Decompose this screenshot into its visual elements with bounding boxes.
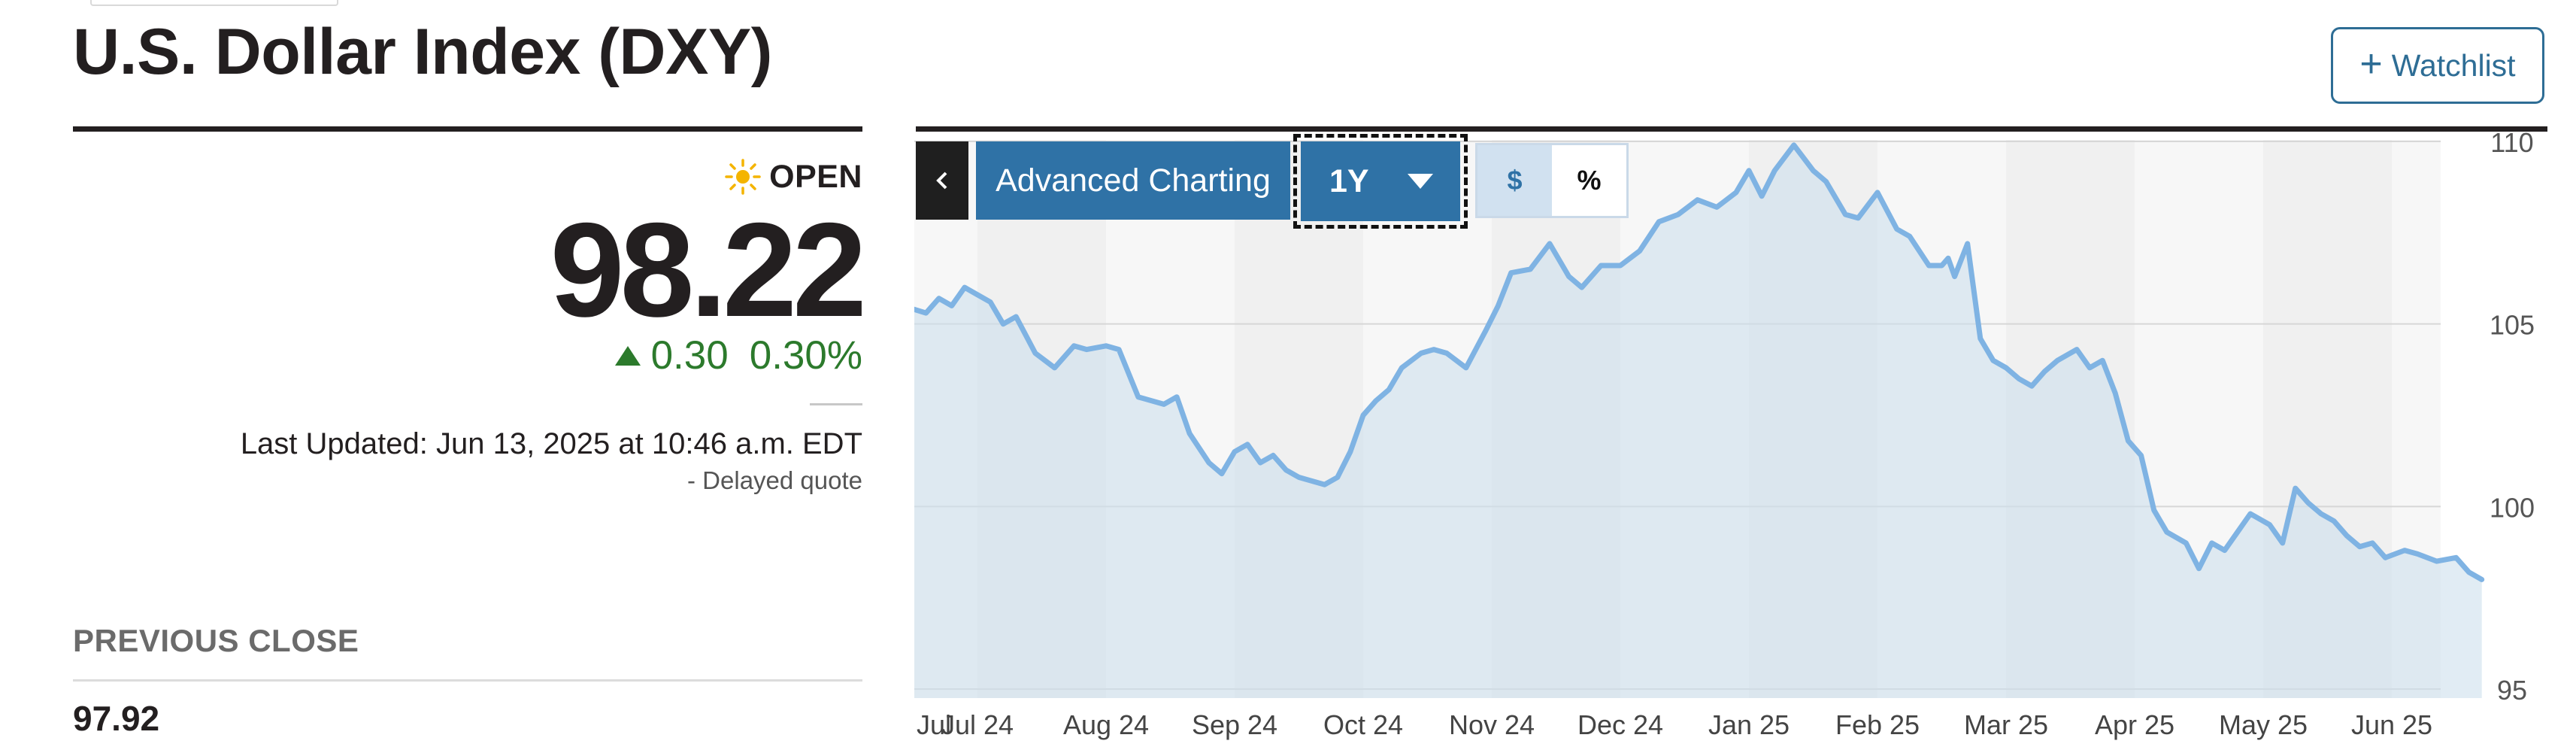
collapse-toolbar-button[interactable]: [916, 141, 968, 220]
change-divider: [810, 403, 862, 405]
status-label: OPEN: [769, 158, 862, 195]
quote-divider: [73, 126, 862, 132]
x-tick-label: Dec 24: [1577, 709, 1663, 740]
previous-close-value: 97.92: [73, 699, 160, 738]
price-change: 0.30 0.30%: [614, 332, 862, 378]
caret-down-icon: [1408, 174, 1433, 189]
time-range-select[interactable]: 1Y: [1293, 134, 1468, 229]
x-tick-label: Mar 25: [1964, 709, 2048, 740]
add-to-watchlist-button[interactable]: + Watchlist: [2331, 27, 2544, 104]
time-range-value: 1Y: [1329, 162, 1369, 199]
x-tick-label: Apr 25: [2095, 709, 2174, 740]
x-tick-label: Aug 24: [1063, 709, 1149, 740]
last-updated: Last Updated: Jun 13, 2025 at 10:46 a.m.…: [240, 427, 862, 460]
plus-icon: +: [2359, 42, 2383, 86]
market-status: OPEN: [724, 158, 862, 196]
previous-close-divider: [73, 679, 862, 682]
watchlist-label: Watchlist: [2391, 47, 2516, 83]
change-percent: 0.30%: [749, 333, 862, 378]
x-tick-label: Nov 24: [1449, 709, 1535, 740]
dollar-mode-button[interactable]: $: [1477, 145, 1552, 216]
value-mode-toggle: $ %: [1475, 143, 1629, 218]
series-area: [914, 144, 2482, 698]
x-tick-label: Jan 25: [1708, 709, 1790, 740]
chart-divider: [916, 126, 2547, 132]
delayed-quote-note: - Delayed quote: [687, 466, 862, 494]
x-tick-label: Jul 24: [941, 709, 1014, 740]
change-value: 0.30: [650, 333, 729, 378]
y-tick-label: 105: [2490, 310, 2535, 341]
price-chart-svg: 95 100 105 110 Jul 24 Aug 24 Sep 24 Oct 24 Nov 2…: [911, 127, 2535, 740]
y-tick-label: 110: [2490, 132, 2533, 158]
series-line: [911, 142, 2485, 582]
sun-icon: [725, 159, 761, 195]
x-tick-label: Feb 25: [1835, 709, 1920, 740]
x-tick-label: Sep 24: [1192, 709, 1277, 740]
advanced-charting-button[interactable]: Advanced Charting: [976, 141, 1290, 220]
x-tick-label: Oct 24: [1323, 709, 1403, 740]
up-arrow-icon: [614, 345, 641, 366]
x-tick-label: Jun 25: [2351, 709, 2432, 740]
x-tick-label: Jul: [917, 709, 951, 740]
current-price: 98.22: [550, 195, 867, 345]
previous-close-label: PREVIOUS CLOSE: [73, 623, 359, 658]
percent-mode-button[interactable]: %: [1552, 145, 1626, 216]
y-tick-label: 100: [2490, 492, 2535, 523]
y-tick-label: 95: [2497, 675, 2527, 706]
top-tab-indicator: [90, 0, 338, 6]
page-title: U.S. Dollar Index (DXY): [73, 16, 772, 88]
chevron-left-icon: [936, 172, 947, 190]
price-chart[interactable]: 95 100 105 110 Jul 24 Aug 24 Sep 24 Oct 24 Nov 2…: [911, 127, 2576, 752]
x-tick-label: May 25: [2219, 709, 2308, 740]
